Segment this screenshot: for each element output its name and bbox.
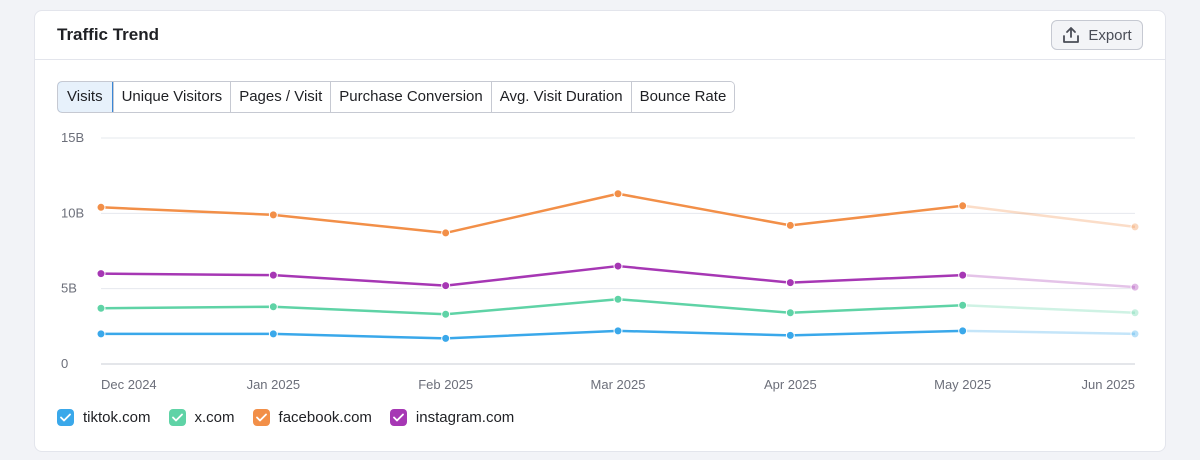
data-point — [96, 269, 106, 279]
tab-purchase-conversion[interactable]: Purchase Conversion — [330, 82, 491, 112]
chart-legend: tiktok.com x.com facebook.com instagram.… — [57, 409, 514, 426]
x-tick-label: Mar 2025 — [591, 377, 646, 392]
series-line — [100, 264, 963, 287]
data-point — [958, 201, 968, 211]
upload-icon — [1062, 26, 1080, 44]
data-point — [1130, 222, 1140, 232]
y-tick-label: 10B — [61, 205, 84, 220]
data-point — [96, 329, 106, 339]
metric-tabs: Visits Unique Visitors Pages / Visit Pur… — [57, 81, 736, 113]
data-point — [441, 333, 451, 343]
series-line-faded — [962, 204, 1136, 229]
export-label: Export — [1088, 26, 1132, 44]
legend-label: x.com — [194, 409, 235, 426]
data-point — [613, 294, 623, 304]
checkbox-checked-icon[interactable] — [252, 409, 270, 426]
data-point — [441, 228, 451, 238]
data-point — [96, 202, 106, 212]
series-line — [101, 329, 963, 340]
data-point — [785, 330, 795, 340]
series-line-faded — [962, 273, 1136, 289]
legend-label: tiktok.com — [83, 409, 151, 426]
tab-pages-per-visit[interactable]: Pages / Visit — [230, 82, 331, 112]
data-point — [441, 309, 451, 319]
data-point — [958, 300, 968, 310]
data-point — [96, 303, 106, 313]
data-point — [785, 220, 795, 230]
card-title: Traffic Trend — [57, 25, 160, 44]
x-tick-label: May 2025 — [934, 377, 991, 392]
traffic-line-chart: 0 5B 10B 15B Dec 2024 Jan 2025 Feb 2025 Mar 202… — [61, 130, 1140, 392]
tab-visits[interactable]: Visits — [58, 82, 113, 112]
legend-item-x[interactable]: x.com — [168, 409, 235, 426]
x-tick-label: Dec 2024 — [101, 377, 157, 392]
x-tick-label: Jan 2025 — [247, 377, 301, 392]
tab-avg-visit-duration[interactable]: Avg. Visit Duration — [490, 82, 631, 112]
series-line-faded — [962, 303, 1136, 315]
data-point — [785, 278, 795, 288]
data-point — [268, 302, 278, 312]
legend-item-tiktok[interactable]: tiktok.com — [57, 409, 151, 426]
traffic-trend-card: Traffic Trend Export Visits Unique Visit… — [34, 10, 1166, 452]
legend-item-facebook[interactable]: facebook.com — [252, 409, 372, 426]
data-point — [613, 261, 623, 271]
legend-label: facebook.com — [278, 409, 372, 426]
export-button[interactable]: Export — [1051, 20, 1143, 50]
x-tick-label: Jun 2025 — [1082, 377, 1136, 392]
series-line-faded — [962, 329, 1136, 336]
data-point — [613, 189, 623, 199]
data-point — [268, 270, 278, 280]
tab-bounce-rate[interactable]: Bounce Rate — [630, 82, 735, 112]
checkbox-checked-icon[interactable] — [168, 409, 186, 426]
data-point — [1130, 329, 1140, 339]
data-point — [785, 308, 795, 318]
data-point — [441, 281, 451, 291]
y-tick-label: 0 — [61, 356, 68, 371]
checkbox-checked-icon[interactable] — [389, 409, 407, 426]
data-point — [268, 210, 278, 220]
y-tick-label: 15B — [61, 130, 84, 145]
data-point — [958, 270, 968, 280]
card-header: Traffic Trend Export — [35, 11, 1165, 60]
data-point — [1130, 308, 1140, 318]
data-point — [1130, 282, 1140, 292]
x-tick-label: Apr 2025 — [764, 377, 817, 392]
checkbox-checked-icon[interactable] — [57, 409, 74, 426]
y-tick-label: 5B — [61, 281, 77, 296]
series-line — [100, 192, 963, 235]
data-point — [268, 329, 278, 339]
legend-item-instagram[interactable]: instagram.com — [389, 409, 515, 426]
legend-label: instagram.com — [415, 409, 515, 426]
data-point — [613, 326, 623, 336]
series-line — [100, 297, 963, 316]
x-tick-label: Feb 2025 — [418, 377, 473, 392]
tab-unique-visitors[interactable]: Unique Visitors — [112, 82, 231, 112]
data-point — [958, 326, 968, 336]
